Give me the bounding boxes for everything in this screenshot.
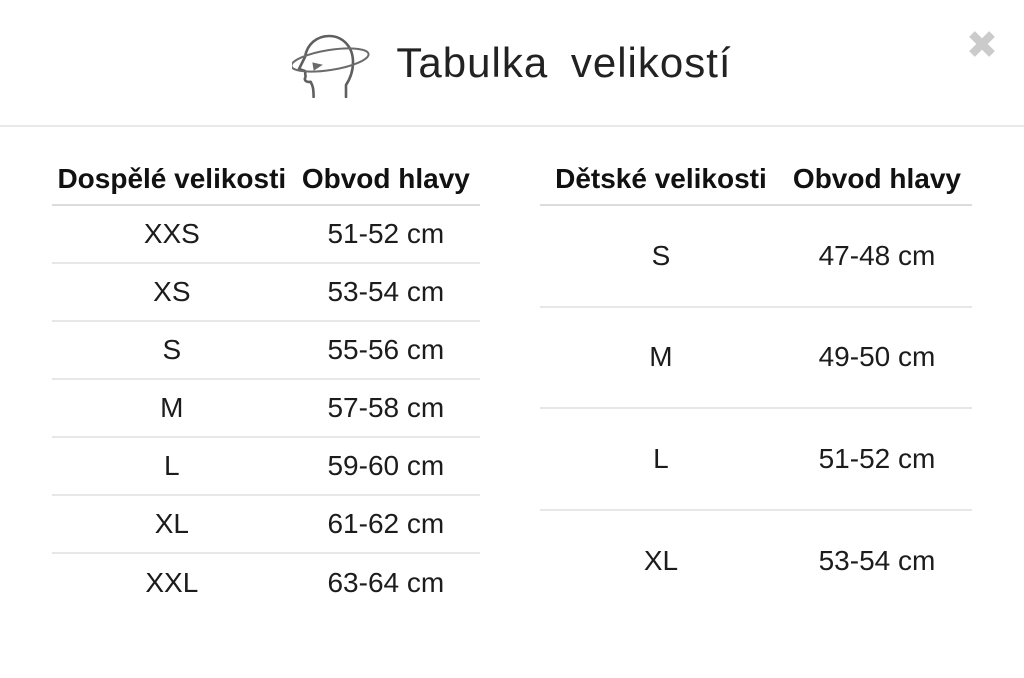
children-circumference-column-header: Obvod hlavy xyxy=(781,153,972,206)
close-button[interactable] xyxy=(964,26,1000,62)
table-row: XXS 51-52 cm xyxy=(52,205,480,264)
size-cell: XXS xyxy=(52,205,292,264)
children-size-column-header: Dětské velikosti xyxy=(540,153,782,206)
size-cell: S xyxy=(52,321,292,380)
circumference-cell: 51-52 cm xyxy=(781,408,972,511)
close-icon xyxy=(969,31,995,57)
modal-header: Tabulka velikostí xyxy=(0,0,1024,127)
head-circumference-icon xyxy=(292,34,370,98)
size-cell: L xyxy=(540,408,782,511)
table-row: M 57-58 cm xyxy=(52,379,480,438)
adult-table-body: XXS 51-52 cm XS 53-54 cm S 55-56 cm M 57-58 cm L… xyxy=(52,205,480,611)
children-sizes-table: Dětské velikosti Obvod hlavy S 47-48 cm M 4… xyxy=(540,153,972,611)
circumference-cell: 53-54 cm xyxy=(818,544,936,576)
adult-size-column-header: Dospělé velikosti xyxy=(52,153,292,206)
table-row: M 49-50 cm xyxy=(540,306,972,409)
circumference-cell: 53-54 cm xyxy=(291,263,480,322)
circumference-cell: 59-60 cm xyxy=(291,437,480,496)
table-row: XL 61-62 cm xyxy=(52,495,480,554)
size-cell: XL xyxy=(643,544,679,576)
size-cell: XL xyxy=(52,495,292,554)
circumference-cell: 47-48 cm xyxy=(781,205,972,308)
modal-title: Tabulka velikostí xyxy=(396,38,732,86)
size-cell: M xyxy=(52,379,292,438)
children-table-body: S 47-48 cm M 49-50 cm L 51-52 cm XL 53-54 cm xyxy=(540,205,972,611)
size-tables: Dospělé velikosti Obvod hlavy XXS 51-52 c… xyxy=(0,127,1024,611)
children-table-header: Dětské velikosti Obvod hlavy xyxy=(540,153,972,206)
size-cell: S xyxy=(540,205,782,308)
circumference-cell: 51-52 cm xyxy=(291,205,480,264)
table-row: S 55-56 cm xyxy=(52,321,480,380)
circumference-cell: 57-58 cm xyxy=(291,379,480,438)
adult-circumference-column-header: Obvod hlavy xyxy=(291,153,480,206)
size-cell: XXL xyxy=(145,566,199,598)
table-row: S 47-48 cm xyxy=(540,205,972,308)
table-row: XS 53-54 cm xyxy=(52,263,480,322)
size-cell: L xyxy=(52,437,292,496)
table-row: L 51-52 cm xyxy=(540,408,972,511)
table-row: XXL 63-64 cm xyxy=(52,553,480,611)
size-cell: XS xyxy=(52,263,292,322)
table-row: XL 53-54 cm xyxy=(540,510,972,612)
adult-table-header: Dospělé velikosti Obvod hlavy xyxy=(52,153,480,206)
circumference-cell: 61-62 cm xyxy=(291,495,480,554)
circumference-cell: 55-56 cm xyxy=(291,321,480,380)
adult-sizes-table: Dospělé velikosti Obvod hlavy XXS 51-52 c… xyxy=(52,153,480,611)
circumference-cell: 49-50 cm xyxy=(781,306,972,409)
circumference-cell: 63-64 cm xyxy=(327,566,445,598)
table-row: L 59-60 cm xyxy=(52,437,480,496)
size-cell: M xyxy=(540,306,782,409)
